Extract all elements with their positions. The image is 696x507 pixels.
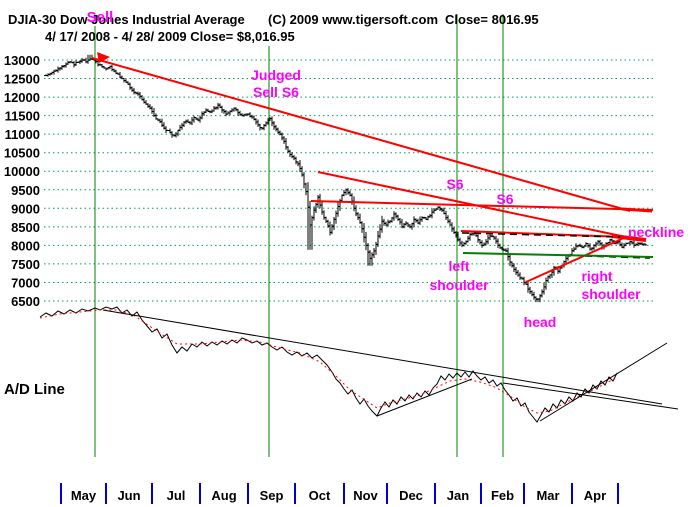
judged-sell-annotation-line2: Sell S6: [253, 84, 299, 100]
y-axis-label: 8000: [11, 238, 40, 253]
sell-arrow-icon: [97, 52, 110, 63]
y-axis-label: 9000: [11, 201, 40, 216]
month-label: Nov: [353, 488, 378, 503]
y-axis-label: 11000: [5, 127, 40, 142]
s6-lower-annotation: S6: [496, 191, 513, 207]
symbol-title: DJIA-30 Dow Jones Industrial Average: [8, 12, 245, 27]
right-shoulder-annotation-line2: shoulder: [581, 286, 641, 302]
month-label: Feb: [491, 488, 514, 503]
ad-declining-trendline-2: [502, 382, 679, 410]
month-label: Sep: [260, 488, 284, 503]
y-axis-labels-layer: 13000 12500 12000 11500 11000 10500 10000 9500 9…: [4, 53, 40, 309]
y-axis-label: 7500: [11, 257, 40, 272]
judged-sell-annotation-line1: Judged: [251, 67, 301, 83]
neckline-dashed-black: [461, 232, 621, 238]
text-layer: DJIA-30 Dow Jones Industrial Average (C)…: [4, 9, 684, 398]
right-shoulder-annotation-line1: right: [581, 268, 612, 284]
y-axis-label: 13000: [4, 53, 40, 68]
head-annotation: head: [524, 314, 557, 330]
neckline-annotation: neckline: [628, 224, 684, 240]
month-label: Jun: [117, 488, 140, 503]
ad-rising-line-mar: [539, 342, 668, 422]
month-label: Apr: [584, 488, 606, 503]
trendlines-layer: [91, 52, 654, 283]
s6-upper-annotation: S6: [446, 176, 463, 192]
ad-moving-average: [39, 309, 618, 414]
y-axis-label: 12500: [4, 72, 40, 87]
month-axis-layer: May Jun Jul Aug Sep Oct Nov Dec Jan Feb Mar Apr: [60, 483, 619, 504]
y-axis-label: 12000: [4, 90, 40, 105]
y-axis-label: 11500: [5, 109, 40, 124]
copyright-text: (C) 2009 www.tigersoft.com: [268, 12, 438, 27]
y-axis-label: 8500: [11, 220, 40, 235]
right-shoulder-rising-line: [525, 236, 627, 283]
ad-line-label: A/D Line: [4, 381, 65, 398]
ad-rising-line-nov: [376, 378, 473, 417]
y-axis-label: 10000: [4, 164, 40, 179]
month-label: Dec: [399, 488, 423, 503]
y-axis-label: 10500: [4, 146, 40, 161]
left-shoulder-annotation-line2: shoulder: [429, 277, 489, 293]
month-label: Oct: [309, 488, 331, 503]
ad-declining-trendline: [102, 309, 663, 405]
ad-line: [39, 306, 618, 423]
month-label: Jan: [447, 488, 469, 503]
judged-sell-s6-trendline: [91, 57, 631, 212]
date-range-label: 4/ 17/ 2008 - 4/ 28/ 2009 Close= $8,016.…: [45, 29, 295, 44]
sell-annotation: Sell: [87, 9, 114, 26]
s6-resistance-line: [310, 200, 654, 211]
y-axis-label: 6500: [11, 294, 40, 309]
gridlines-layer: [44, 59, 653, 302]
month-label: May: [71, 488, 97, 503]
ad-line-panel: [39, 306, 679, 423]
neckline-convergence-thick: [611, 234, 647, 242]
neckline-green-line: [462, 252, 654, 258]
left-shoulder-annotation-line1: left: [449, 258, 470, 274]
descending-wedge-line: [317, 171, 627, 238]
price-bars-layer: [44, 54, 647, 303]
close-value-label: Close= 8016.95: [445, 12, 539, 27]
s6-line-end-thick: [621, 207, 653, 213]
month-label: Mar: [536, 488, 559, 503]
y-axis-label: 7000: [11, 275, 40, 290]
month-label: Aug: [211, 488, 236, 503]
month-label: Jul: [167, 488, 186, 503]
y-axis-label: 9500: [11, 183, 40, 198]
